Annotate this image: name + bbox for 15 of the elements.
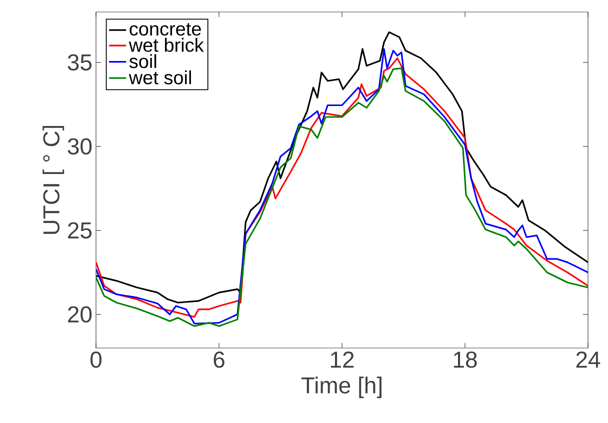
y-tick-label: 30	[68, 138, 92, 155]
x-tick-label: 18	[454, 352, 477, 368]
y-tick-label: 35	[68, 54, 92, 71]
legend-label: wet brick	[128, 38, 204, 52]
y-tick-label: 20	[68, 306, 92, 323]
y-tick-label: 25	[68, 222, 92, 239]
legend-label: soil	[129, 54, 156, 68]
legend-label: concrete	[130, 23, 201, 36]
y-axis-title: UTCI [ ° C]	[42, 126, 64, 234]
x-tick-label: 0	[90, 352, 102, 368]
x-axis-title: Time [h]	[301, 376, 382, 398]
x-tick-label: 12	[330, 352, 354, 368]
legend-label: wet soil	[128, 70, 191, 84]
x-tick-label: 6	[214, 352, 224, 368]
x-tick-label: 24	[576, 352, 600, 368]
